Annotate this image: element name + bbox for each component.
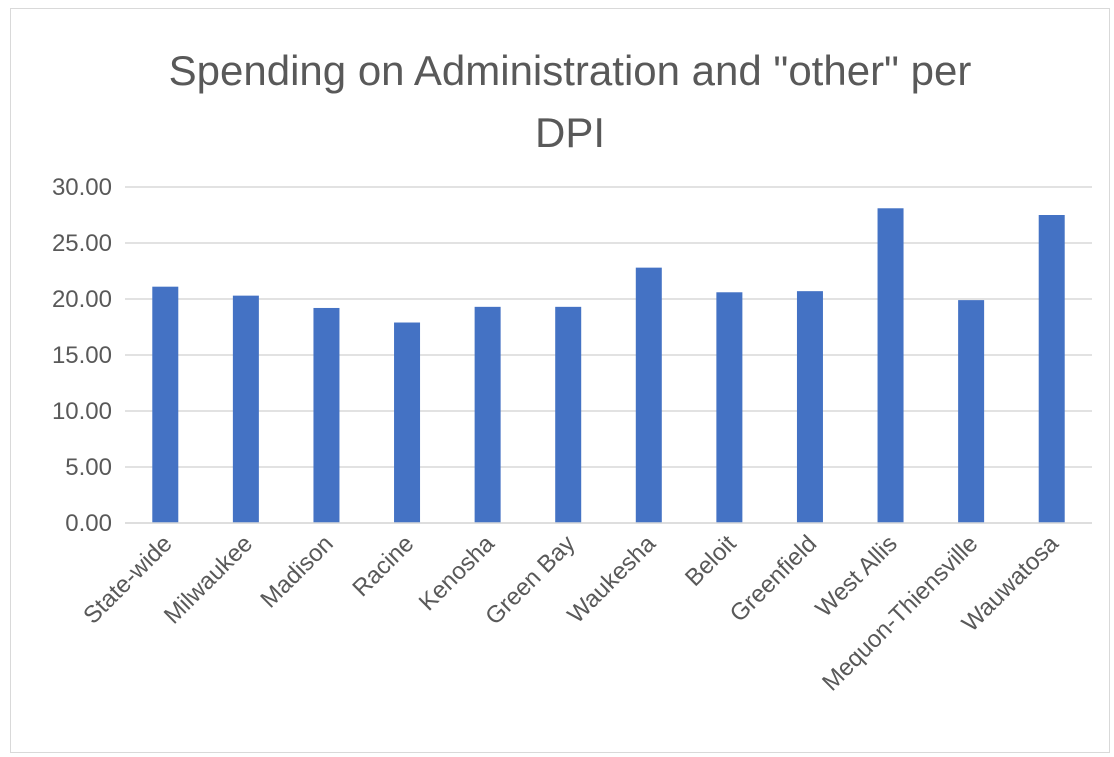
x-tick-label-6: Waukesha [562, 530, 661, 629]
bar-greenfield [796, 291, 823, 523]
x-tick-label-3: Racine [347, 530, 419, 602]
bar-madison [313, 307, 340, 523]
x-tick-label-8: Greenfield [725, 530, 822, 627]
y-tick-label-2: 10.00 [52, 398, 112, 425]
x-tick-label-10: Mequon-Thiensville [817, 530, 983, 696]
bar-kenosha [474, 306, 501, 523]
bar-state-wide [152, 286, 179, 523]
x-tick-label-7: Beloit [680, 530, 742, 592]
y-tick-label-4: 20.00 [52, 286, 112, 313]
chart-title: Spending on Administration and "other" p… [0, 40, 1114, 164]
bar-milwaukee [232, 295, 259, 523]
bar-beloit [716, 292, 743, 523]
x-tick-label-1: Milwaukee [159, 530, 258, 629]
bar-green-bay [555, 306, 582, 523]
y-tick-label-0: 0.00 [65, 510, 112, 537]
y-tick-label-6: 30.00 [52, 174, 112, 201]
y-tick-label-1: 5.00 [65, 454, 112, 481]
y-tick-label-3: 15.00 [52, 342, 112, 369]
y-tick-label-5: 25.00 [52, 230, 112, 257]
chart-title-line-1: Spending on Administration and "other" p… [168, 47, 972, 94]
bar-wauwatosa [1038, 215, 1065, 523]
bar-racine [394, 322, 421, 523]
bar-waukesha [635, 267, 662, 523]
chart-title-line-2: DPI [534, 109, 605, 156]
bar-west-allis [877, 208, 904, 523]
x-tick-label-2: Madison [255, 530, 338, 613]
bar-mequon-thiensville [958, 300, 985, 523]
